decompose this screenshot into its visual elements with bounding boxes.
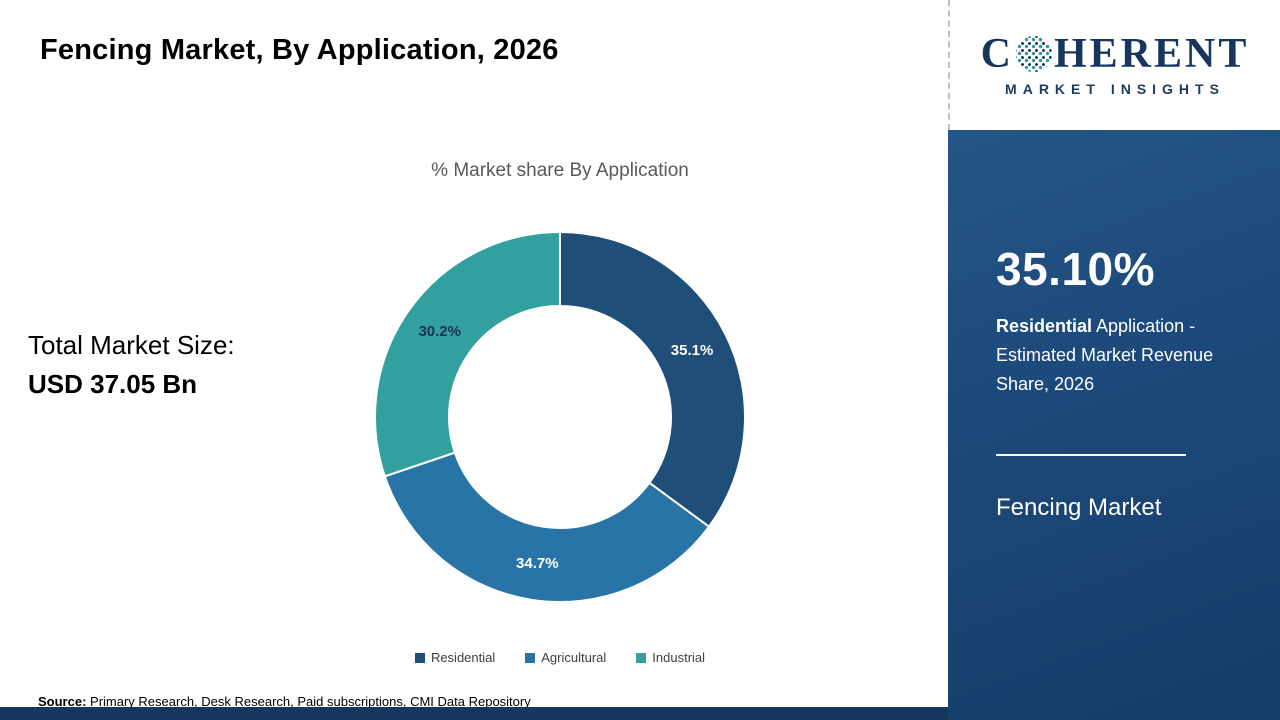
- total-market-size-value: USD 37.05 Bn: [28, 369, 198, 399]
- logo: C HERENT MARKET INSIGHTS: [948, 0, 1280, 130]
- logo-letters-rest: HERENT: [1053, 31, 1250, 77]
- donut-chart: 35.1% 34.7% 30.2%: [374, 230, 746, 603]
- slice-label-residential: 35.1%: [671, 342, 714, 359]
- chart-title: % Market share By Application: [431, 160, 689, 181]
- sidebar-divider: [996, 454, 1186, 457]
- legend-label: Residential: [430, 650, 496, 665]
- main-panel: Fencing Market, By Application, 2026 % M…: [28, 34, 910, 709]
- stat-description-bold: Residential: [996, 316, 1093, 336]
- chart-legend: Residential Agricultural Industrial: [210, 650, 910, 665]
- donut-segment-agricultural: [383, 451, 711, 603]
- legend-item-agricultural: Agricultural: [525, 650, 606, 665]
- legend-swatch-icon: [414, 652, 425, 663]
- report-title: Fencing Market: [996, 494, 1162, 522]
- logo-letter-c: C: [980, 31, 1014, 77]
- source-text: Primary Research, Desk Research, Paid su…: [86, 694, 531, 709]
- legend-item-industrial: Industrial: [636, 650, 705, 665]
- legend-label: Agricultural: [541, 650, 607, 665]
- stat-description-rest: Application - Estimated Market Revenue S…: [996, 316, 1214, 394]
- logo-subtitle: MARKET INSIGHTS: [1005, 81, 1225, 97]
- sidebar-body: 35.10% Residential Application - Estimat…: [948, 130, 1280, 522]
- donut-segment-industrial: [374, 230, 561, 478]
- page-title: Fencing Market, By Application, 2026: [40, 34, 559, 66]
- legend-swatch-icon: [525, 652, 536, 663]
- legend-item-residential: Residential: [414, 650, 496, 665]
- logo-wordmark: C HERENT: [981, 33, 1250, 75]
- slice-label-agricultural: 34.7%: [516, 555, 559, 572]
- legend-swatch-icon: [636, 652, 647, 663]
- slice-label-industrial: 30.2%: [418, 323, 461, 340]
- legend-label: Industrial: [652, 650, 706, 665]
- total-market-size-label: Total Market Size:: [28, 330, 235, 360]
- source-note: Source: Primary Research, Desk Research,…: [38, 694, 531, 709]
- total-market-size: Total Market Size: USD 37.05 Bn: [28, 326, 235, 404]
- donut-segment-residential: [559, 230, 746, 529]
- source-label: Source:: [38, 694, 87, 709]
- globe-dots-icon: [1015, 36, 1052, 72]
- sidebar: C HERENT MARKET INSIGHTS 35.10% Resident…: [948, 0, 1280, 720]
- stat-description: Residential Application - Estimated Mark…: [996, 312, 1246, 398]
- stat-value: 35.10%: [996, 243, 1156, 295]
